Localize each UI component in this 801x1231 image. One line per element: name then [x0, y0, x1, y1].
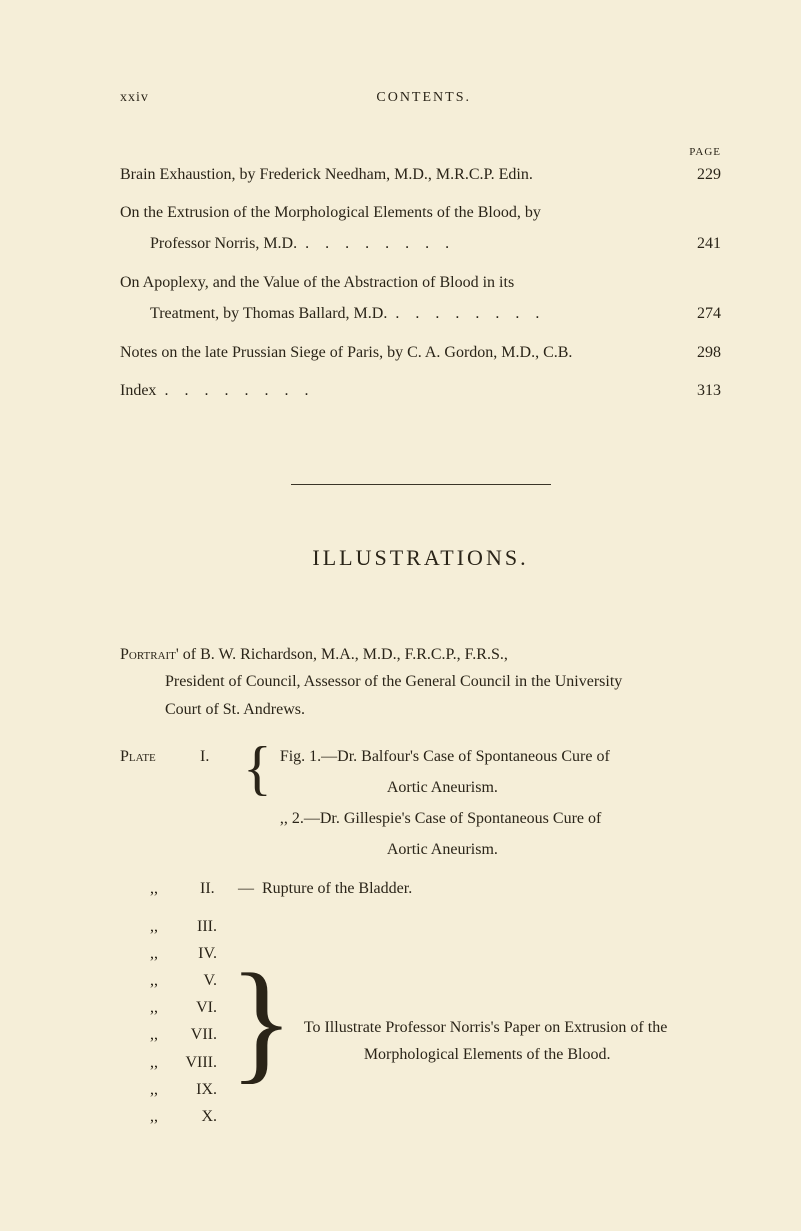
plate-1-entry: Plate I. { Fig. 1.—Dr. Balfour's Case of…: [120, 743, 721, 868]
page-roman-numeral: xxiv: [120, 90, 149, 106]
toc-text: Index: [120, 378, 156, 404]
plate-text: Rupture of the Bladder.: [262, 875, 412, 902]
section-divider: [291, 484, 551, 485]
plate-numeral: IV.: [180, 940, 225, 967]
ditto-mark: ,,: [120, 967, 180, 994]
toc-page-number: 298: [686, 340, 721, 366]
left-brace-icon: {: [235, 743, 280, 794]
contents-heading: CONTENTS.: [376, 90, 471, 106]
ditto-mark: ,,: [120, 1103, 180, 1130]
ditto-mark: ,,: [120, 1049, 180, 1076]
portrait-line2: President of Council, Assessor of the Ge…: [120, 668, 721, 695]
plate-list-block: ,, III. ,, IV. ,, V. ,, VI. ,, VII. ,, V…: [120, 913, 721, 1131]
toc-text: Notes on the late Prussian Siege of Pari…: [120, 340, 686, 366]
plate-fig-text: Aortic Aneurism.: [280, 836, 721, 863]
ditto-mark: ,,: [120, 1076, 180, 1103]
toc-page-number: 313: [686, 378, 721, 404]
toc-entry: Brain Exhaustion, by Frederick Needham, …: [120, 162, 721, 188]
toc-continuation-text: Professor Norris, M.D.: [150, 231, 297, 257]
ditto-mark: ,,: [120, 1021, 180, 1048]
ditto-mark: ,,: [120, 875, 200, 902]
plate-numeral: V.: [180, 967, 225, 994]
plate-numeral: IX.: [180, 1076, 225, 1103]
portrait-of: of: [183, 646, 196, 663]
portrait-label: Portrait': [120, 646, 179, 663]
leader-dots: . . . . . . . .: [395, 301, 678, 328]
toc-continuation-text: Treatment, by Thomas Ballard, M.D.: [150, 301, 387, 327]
plate-numeral: I.: [200, 743, 235, 770]
toc-text: On Apoplexy, and the Value of the Abstra…: [120, 270, 721, 296]
illustrations-title: ILLUSTRATIONS.: [120, 545, 721, 571]
page-column-label: PAGE: [120, 146, 721, 158]
list-item: ,, VII.: [120, 1021, 225, 1048]
plate-numeral: VII.: [180, 1021, 225, 1048]
plate-fig-text: Aortic Aneurism.: [280, 774, 721, 801]
plate-list-text: Morphological Elements of the Blood.: [304, 1041, 721, 1068]
portrait-line3: Court of St. Andrews.: [120, 696, 721, 723]
list-item: ,, III.: [120, 913, 225, 940]
toc-page-number: 229: [686, 162, 721, 188]
ditto-mark: ,,: [120, 913, 180, 940]
right-brace-icon: }: [225, 961, 304, 1083]
toc-text: Brain Exhaustion, by Frederick Needham, …: [120, 162, 686, 188]
toc-text: On the Extrusion of the Morphological El…: [120, 200, 721, 226]
portrait-name: B. W. Richardson,: [200, 646, 317, 663]
plate-numeral: VI.: [180, 994, 225, 1021]
list-item: ,, V.: [120, 967, 225, 994]
list-item: ,, IX.: [120, 1076, 225, 1103]
portrait-titles: M.A., M.D., F.R.C.P., F.R.S.,: [321, 646, 508, 663]
ditto-mark: ,,: [120, 994, 180, 1021]
plate-fig-text: Fig. 1.—Dr. Balfour's Case of Spontaneou…: [280, 743, 721, 770]
plate-2-entry: ,, II. — Rupture of the Bladder.: [120, 875, 721, 902]
list-item: ,, X.: [120, 1103, 225, 1130]
plate-list-column: ,, III. ,, IV. ,, V. ,, VI. ,, VII. ,, V…: [120, 913, 225, 1131]
list-item: ,, VI.: [120, 994, 225, 1021]
list-item: ,, IV.: [120, 940, 225, 967]
page-header: xxiv CONTENTS.: [120, 90, 721, 106]
plate-numeral: II.: [200, 875, 230, 902]
portrait-entry: Portrait' of B. W. Richardson, M.A., M.D…: [120, 641, 721, 723]
toc-entry: On the Extrusion of the Morphological El…: [120, 200, 721, 258]
plate-label: Plate: [120, 743, 200, 770]
leader-dots: . . . . . . . .: [164, 378, 678, 405]
plate-numeral: III.: [180, 913, 225, 940]
toc-page-number: 241: [686, 231, 721, 257]
plate-numeral: VIII.: [180, 1049, 225, 1076]
dash: —: [230, 875, 262, 902]
toc-entry: Notes on the late Prussian Siege of Pari…: [120, 340, 721, 366]
ditto-mark: ,,: [120, 940, 180, 967]
plate-numeral: X.: [180, 1103, 225, 1130]
plate-list-text: To Illustrate Professor Norris's Paper o…: [304, 1014, 721, 1041]
list-item: ,, VIII.: [120, 1049, 225, 1076]
leader-dots: . . . . . . . .: [305, 231, 678, 258]
toc-entry: On Apoplexy, and the Value of the Abstra…: [120, 270, 721, 328]
plate-fig-text: ,, 2.—Dr. Gillespie's Case of Spontaneou…: [280, 805, 721, 832]
toc-entry: Index . . . . . . . . 313: [120, 378, 721, 405]
toc-page-number: 274: [686, 301, 721, 327]
